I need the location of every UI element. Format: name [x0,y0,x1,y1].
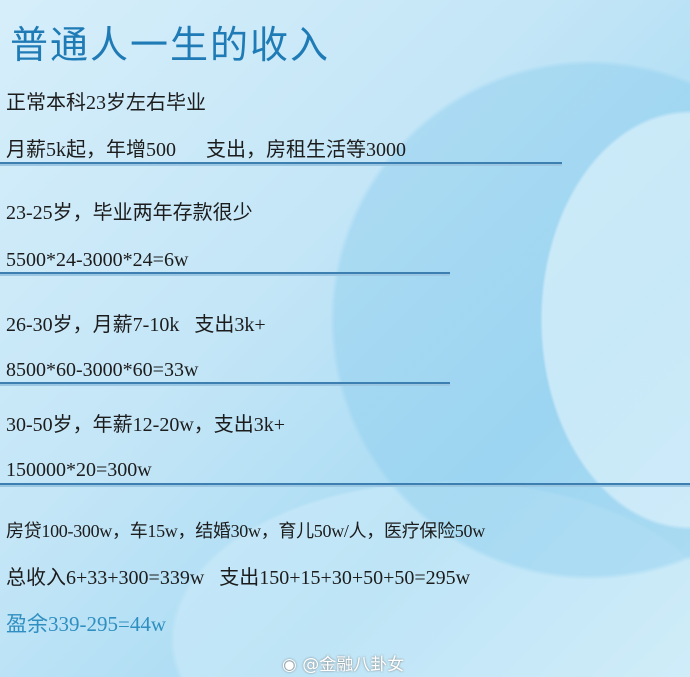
text-line: 5500*24-3000*24=6w [6,249,189,271]
surplus-line: 盈余339-295=44w [6,612,167,636]
text-line: 8500*60-3000*60=33w [6,359,199,381]
divider [0,382,450,384]
divider [0,162,562,164]
text-line: 23-25岁，毕业两年存款很少 [6,202,253,224]
watermark: ◉ @金融八卦女 [282,650,404,675]
text-line: 150000*20=300w [6,459,152,481]
text-line: 月薪5k起，年增500 支出，房租生活等3000 [6,139,406,161]
text-line: 正常本科23岁左右毕业 [6,92,206,114]
text-line: 30-50岁，年薪12-20w，支出3k+ [6,414,286,436]
divider [0,483,690,485]
text-line: 房贷100-300w，车15w，结婚30w，育儿50w/人，医疗保险50w [6,521,485,541]
watermark-text: @金融八卦女 [302,655,405,675]
text-line: 26-30岁，月薪7-10k 支出3k+ [6,314,266,336]
divider [0,272,450,274]
weibo-icon: ◉ [282,655,297,675]
page-title: 普通人一生的收入 [10,23,331,67]
text-line: 总收入6+33+300=339w 支出150+15+30+50+50=295w [6,567,471,589]
